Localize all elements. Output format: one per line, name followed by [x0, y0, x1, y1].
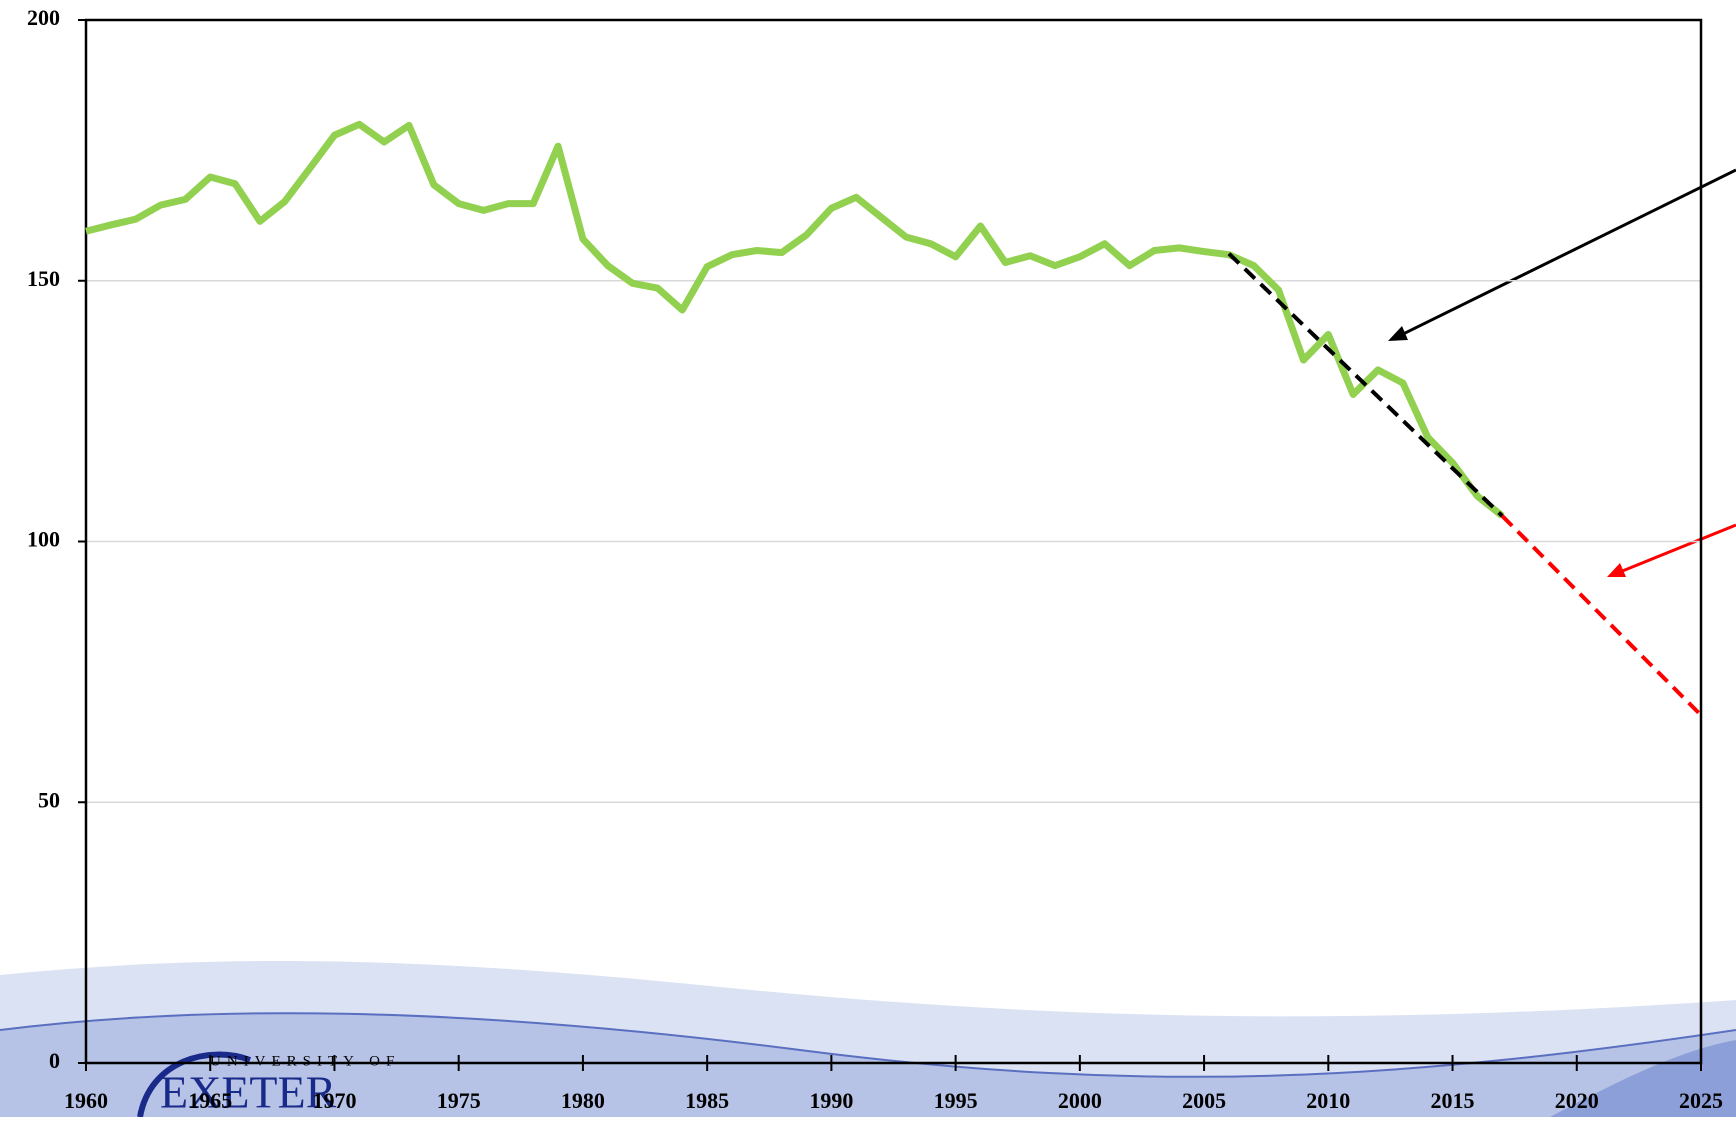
x-tick-label: 1980 — [561, 1088, 605, 1113]
x-tick-label: 1965 — [188, 1088, 232, 1113]
y-tick-label: 50 — [38, 787, 60, 812]
annotation-arrows — [1388, 168, 1736, 577]
series-line — [85, 120, 1505, 519]
x-tick-label: 2010 — [1306, 1088, 1350, 1113]
series-line — [1227, 252, 1504, 518]
x-tick-label: 2000 — [1058, 1088, 1102, 1113]
background-wave — [0, 961, 1736, 1117]
series-line — [1500, 514, 1703, 717]
x-tick-label: 1990 — [809, 1088, 853, 1113]
x-tick-label: 2015 — [1431, 1088, 1475, 1113]
x-tick-label: 2005 — [1182, 1088, 1226, 1113]
y-tick-label: 200 — [27, 5, 60, 30]
plot-frame — [84, 18, 1703, 1065]
x-tick-label: 2025 — [1679, 1088, 1723, 1113]
logo-top: UNIVERSITY OF — [210, 1053, 400, 1069]
logo-name: EXETER — [160, 1067, 337, 1117]
x-tick-label: 2020 — [1555, 1088, 1599, 1113]
x-tick-label: 1995 — [934, 1088, 978, 1113]
x-tick-label: 1970 — [312, 1088, 356, 1113]
x-tick-label: 1975 — [437, 1088, 481, 1113]
x-tick-label: 1985 — [685, 1088, 729, 1113]
y-tick-label: 150 — [27, 266, 60, 291]
logo: UNIVERSITY OF EXETER — [137, 1051, 400, 1118]
x-tick-label: 1960 — [64, 1088, 108, 1113]
y-tick-label: 100 — [27, 527, 60, 552]
y-tick-label: 0 — [49, 1048, 60, 1073]
